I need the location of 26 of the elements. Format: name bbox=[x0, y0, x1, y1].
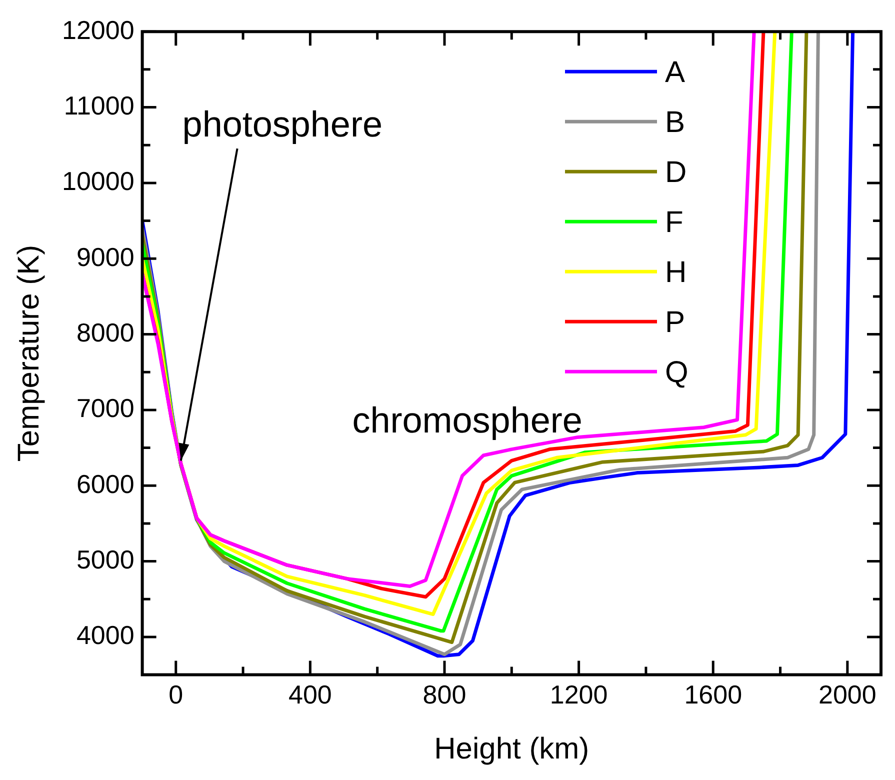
legend-label: A bbox=[665, 56, 686, 89]
y-tick-label: 9000 bbox=[76, 242, 134, 272]
y-tick-label: 11000 bbox=[64, 90, 134, 120]
y-tick-label: 4000 bbox=[76, 620, 134, 650]
x-tick-label: 1600 bbox=[684, 680, 742, 710]
x-tick-label: 2000 bbox=[818, 680, 876, 710]
y-axis-title: Temperature (K) bbox=[12, 244, 46, 462]
y-tick-label: 8000 bbox=[76, 317, 134, 348]
y-tick-label: 6000 bbox=[76, 468, 134, 499]
x-axis-title: Height (km) bbox=[434, 732, 590, 766]
annotation: photosphere bbox=[182, 104, 382, 145]
x-tick-label: 0 bbox=[168, 680, 184, 710]
legend-label: Q bbox=[665, 356, 688, 389]
y-tick-label: 7000 bbox=[76, 393, 134, 424]
y-tick-label: 5000 bbox=[76, 544, 134, 574]
y-tick-label: 10000 bbox=[62, 166, 134, 196]
x-tick-label: 800 bbox=[422, 680, 466, 710]
legend-label: P bbox=[665, 306, 686, 339]
legend-label: D bbox=[665, 156, 687, 189]
annotation: chromosphere bbox=[352, 400, 582, 441]
legend-label: B bbox=[665, 106, 686, 139]
x-tick-label: 1200 bbox=[550, 680, 608, 710]
legend-label: H bbox=[665, 256, 687, 289]
y-tick-label: 12000 bbox=[62, 14, 134, 45]
legend-label: F bbox=[665, 206, 684, 239]
x-tick-label: 400 bbox=[288, 680, 332, 710]
